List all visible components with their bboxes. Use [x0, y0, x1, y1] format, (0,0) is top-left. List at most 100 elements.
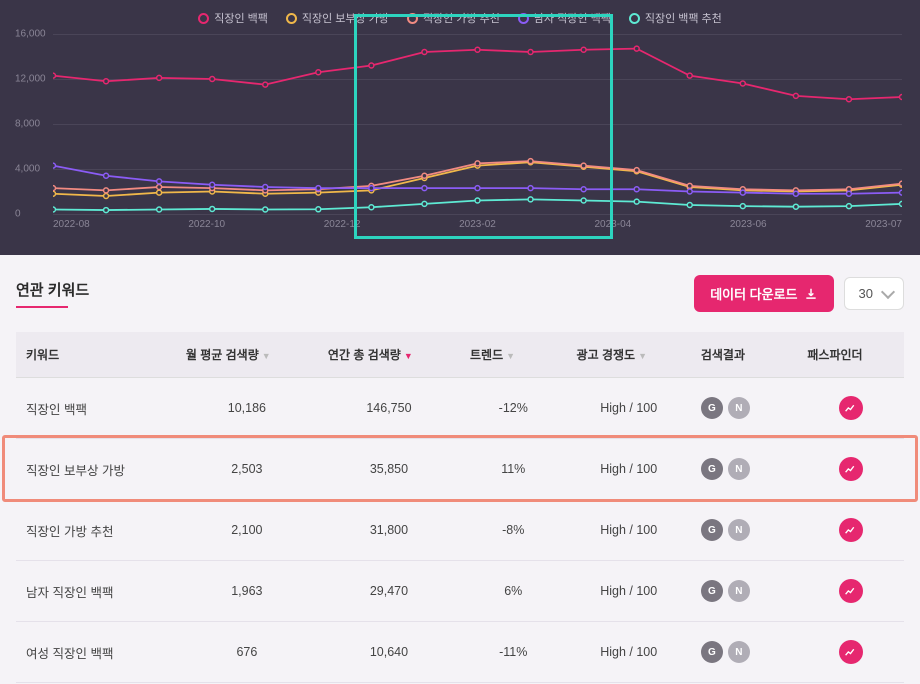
chart-point: [740, 190, 745, 195]
legend-item[interactable]: 남자 직장인 백팩: [518, 10, 611, 26]
download-label: 데이터 다운로드: [710, 284, 797, 303]
chart-point: [104, 173, 109, 178]
table-row: 직장인 보부상 가방 2,503 35,850 11% High / 100 G…: [16, 439, 904, 500]
chart-point: [900, 190, 902, 195]
legend-item[interactable]: 직장인 보부상 가방: [286, 10, 389, 26]
y-tick-label: 8,000: [15, 119, 40, 130]
naver-badge[interactable]: N: [728, 641, 750, 663]
y-tick-label: 12,000: [15, 74, 46, 85]
chart-point: [104, 79, 109, 84]
cell-competition: High / 100: [567, 500, 691, 561]
table-row: 직장인 가방 추천 2,100 31,800 -8% High / 100 G …: [16, 500, 904, 561]
chart-point: [369, 186, 374, 191]
naver-badge[interactable]: N: [728, 397, 750, 419]
table-row: 직장인 백팩 10,186 146,750 -12% High / 100 G …: [16, 378, 904, 439]
chart-point: [422, 173, 427, 178]
naver-badge[interactable]: N: [728, 458, 750, 480]
cell-trend: 6%: [460, 561, 567, 622]
chart-point: [210, 77, 215, 82]
pathfinder-button[interactable]: [839, 640, 863, 664]
chart-point: [263, 185, 268, 190]
chart-point: [475, 198, 480, 203]
chart-point: [422, 186, 427, 191]
legend-label: 직장인 가방 추천: [423, 10, 500, 26]
cell-results: G N: [691, 500, 798, 561]
y-tick-label: 4,000: [15, 164, 40, 175]
chart-point: [210, 182, 215, 187]
chart-point: [263, 207, 268, 212]
chart-point: [793, 191, 798, 196]
cell-keyword: 남자 직장인 백팩: [16, 561, 176, 622]
line-chart: [53, 34, 902, 214]
pathfinder-button[interactable]: [839, 518, 863, 542]
chart-point: [687, 183, 692, 188]
cell-monthly: 676: [176, 622, 318, 683]
google-badge[interactable]: G: [701, 397, 723, 419]
chart-point: [475, 47, 480, 52]
cell-yearly: 29,470: [318, 561, 460, 622]
col-yearly[interactable]: 연간 총 검색량▼: [318, 332, 460, 378]
pathfinder-button[interactable]: [839, 396, 863, 420]
page-size-select[interactable]: 30: [844, 277, 904, 310]
chart-legend: 직장인 백팩 직장인 보부상 가방 직장인 가방 추천 남자 직장인 백팩 직장인 백팩…: [18, 10, 902, 26]
chart-point: [581, 163, 586, 168]
chart-area: 04,0008,00012,00016,000: [53, 34, 902, 214]
x-tick-label: 2023-04: [595, 219, 632, 230]
cell-results: G N: [691, 439, 798, 500]
google-badge[interactable]: G: [701, 641, 723, 663]
x-tick-label: 2022-08: [53, 219, 90, 230]
google-badge[interactable]: G: [701, 458, 723, 480]
google-badge[interactable]: G: [701, 519, 723, 541]
chart-point: [687, 203, 692, 208]
legend-label: 직장인 보부상 가방: [302, 10, 389, 26]
cell-yearly: 146,750: [318, 378, 460, 439]
cell-competition: High / 100: [567, 439, 691, 500]
google-badge[interactable]: G: [701, 580, 723, 602]
chart-point: [53, 163, 55, 168]
col-keyword[interactable]: 키워드: [16, 332, 176, 378]
chart-point: [104, 208, 109, 213]
chart-point: [528, 50, 533, 55]
cell-keyword: 직장인 백팩: [16, 378, 176, 439]
cell-yearly: 10,640: [318, 622, 460, 683]
x-tick-label: 2023-07: [865, 219, 902, 230]
chart-point: [210, 206, 215, 211]
section-header: 연관 키워드 데이터 다운로드 30: [16, 275, 904, 312]
download-icon: [804, 287, 818, 301]
chart-point: [475, 186, 480, 191]
cell-monthly: 10,186: [176, 378, 318, 439]
cell-trend: -11%: [460, 622, 567, 683]
chart-point: [581, 47, 586, 52]
legend-item[interactable]: 직장인 가방 추천: [407, 10, 500, 26]
table-header-row: 키워드 월 평균 검색량▼ 연간 총 검색량▼ 트렌드▼ 광고 경쟁도▼ 검색결…: [16, 332, 904, 378]
chart-icon: [844, 463, 857, 476]
col-trend[interactable]: 트렌드▼: [460, 332, 567, 378]
pathfinder-button[interactable]: [839, 579, 863, 603]
y-tick-label: 16,000: [15, 29, 46, 40]
download-button[interactable]: 데이터 다운로드: [694, 275, 833, 312]
chart-x-axis: 2022-082022-102022-122023-022023-042023-…: [53, 219, 902, 230]
chart-point: [104, 194, 109, 199]
chart-point: [846, 97, 851, 102]
pathfinder-button[interactable]: [839, 457, 863, 481]
cell-yearly: 31,800: [318, 500, 460, 561]
y-tick-label: 0: [15, 209, 21, 220]
naver-badge[interactable]: N: [728, 519, 750, 541]
col-monthly[interactable]: 월 평균 검색량▼: [176, 332, 318, 378]
col-competition[interactable]: 광고 경쟁도▼: [567, 332, 691, 378]
chart-point: [157, 185, 162, 190]
cell-yearly: 35,850: [318, 439, 460, 500]
chart-point: [316, 207, 321, 212]
chart-point: [369, 63, 374, 68]
legend-item[interactable]: 직장인 백팩 추천: [629, 10, 722, 26]
cell-trend: 11%: [460, 439, 567, 500]
chart-point: [740, 204, 745, 209]
legend-item[interactable]: 직장인 백팩: [198, 10, 268, 26]
chart-icon: [844, 402, 857, 415]
cell-competition: High / 100: [567, 561, 691, 622]
naver-badge[interactable]: N: [728, 580, 750, 602]
cell-competition: High / 100: [567, 622, 691, 683]
chart-point: [687, 73, 692, 78]
chart-point: [422, 201, 427, 206]
chart-point: [53, 191, 55, 196]
